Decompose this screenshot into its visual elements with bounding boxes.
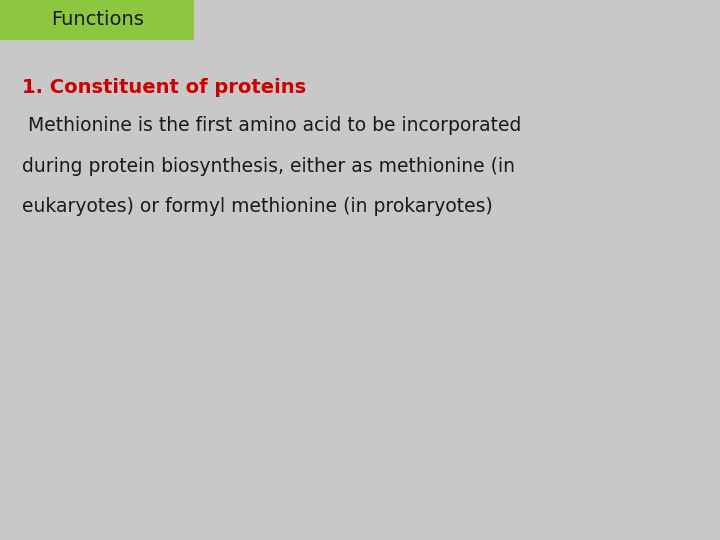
Text: eukaryotes) or formyl methionine (in prokaryotes): eukaryotes) or formyl methionine (in pro… bbox=[22, 197, 492, 216]
Text: during protein biosynthesis, either as methionine (in: during protein biosynthesis, either as m… bbox=[22, 157, 515, 176]
Text: Functions: Functions bbox=[51, 10, 143, 30]
Text: 1. Constituent of proteins: 1. Constituent of proteins bbox=[22, 78, 306, 97]
Text: Methionine is the first amino acid to be incorporated: Methionine is the first amino acid to be… bbox=[22, 116, 521, 135]
FancyBboxPatch shape bbox=[0, 0, 194, 40]
